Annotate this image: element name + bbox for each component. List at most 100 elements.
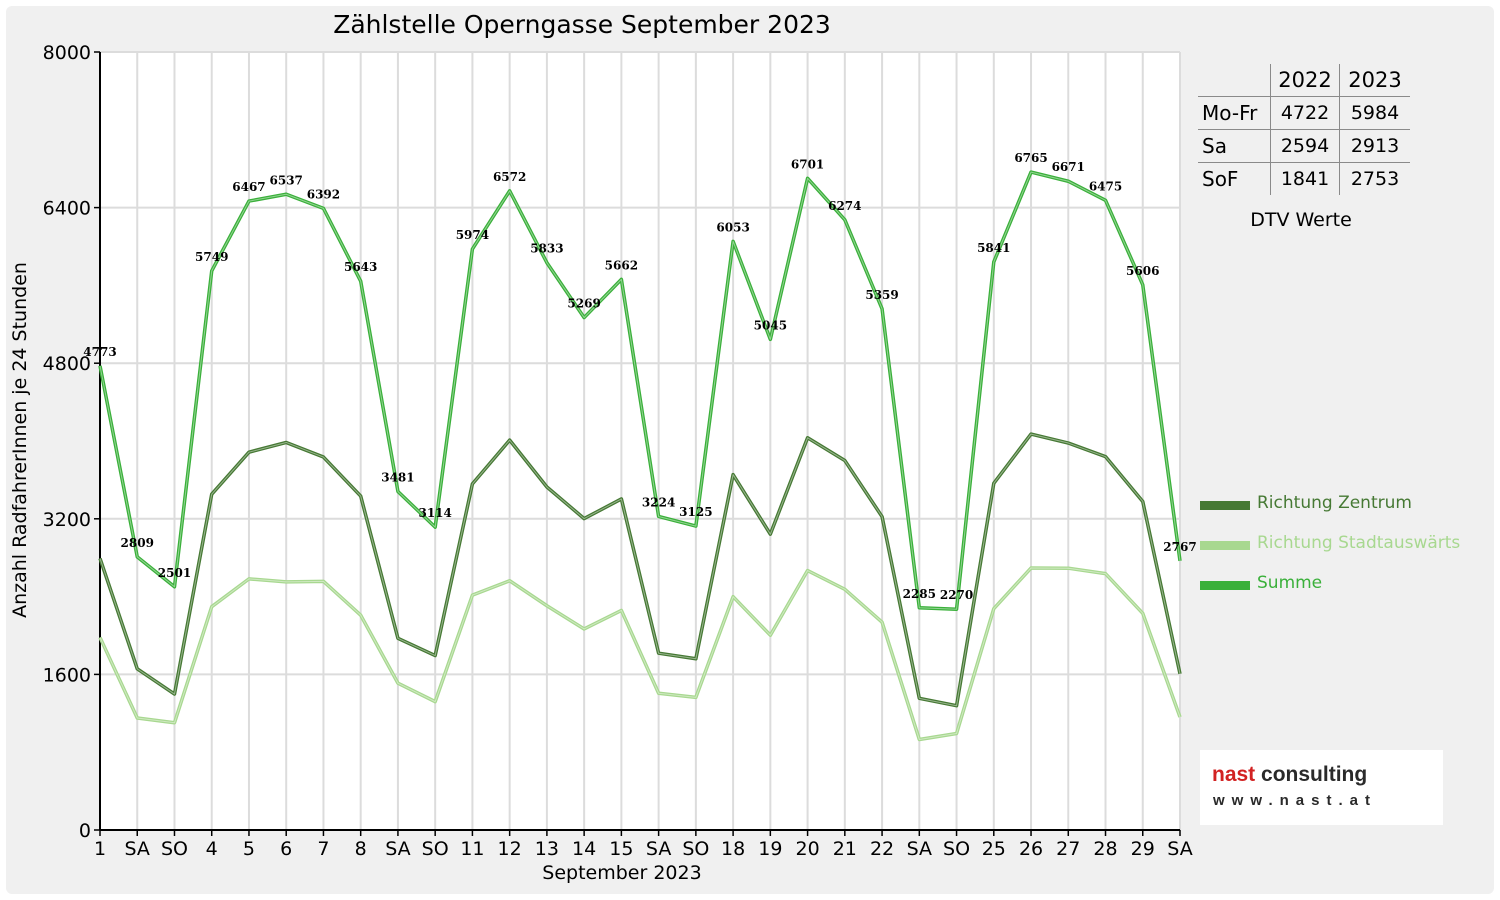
series-line-0 [98,432,1182,708]
x-tick-label: 27 [1056,838,1080,860]
plot-area [100,52,1180,830]
dtv-header-row: 2022 2023 [1198,64,1410,97]
data-label: 6053 [716,220,749,234]
data-label: 5045 [754,318,787,332]
x-tick-label: 21 [833,838,857,860]
data-label: 5643 [344,260,377,274]
x-tick-label: 12 [498,838,522,860]
dtv-row-mofr: Mo-Fr 4722 5984 [1198,96,1410,130]
data-label: 6765 [1014,151,1047,165]
logo-name: nast consulting [1212,763,1367,787]
y-tick-label: 0 [79,820,91,842]
data-label: 6671 [1052,160,1085,174]
y-tick-label: 6400 [43,198,91,220]
series-line-1 [98,566,1182,742]
x-tick-label: 5 [243,838,255,860]
data-label: 5606 [1126,264,1159,278]
logo-name-part1: nast [1212,763,1256,786]
legend-label-zentrum: Richtung Zentrum [1257,493,1412,513]
dtv-row-label: SoF [1198,162,1271,195]
x-tick-label: SA [907,838,932,860]
dtv-cell: 2913 [1339,129,1410,163]
dtv-row-sa: Sa 2594 2913 [1198,129,1410,163]
x-tick-label: 25 [982,838,1006,860]
x-tick-label: 26 [1019,838,1043,860]
data-label: 6701 [791,157,824,171]
data-label: 5974 [456,228,489,242]
dtv-table: 2022 2023 Mo-Fr 4722 5984 Sa 2594 2913 S… [1198,64,1410,195]
data-label: 2501 [158,566,191,580]
x-tick-label: 18 [721,838,745,860]
x-tick-label: SO [161,838,188,860]
data-label: 2285 [903,587,936,601]
data-label: 3125 [679,505,712,519]
x-axis-label: September 2023 [542,862,702,884]
data-label: 6475 [1089,179,1122,193]
x-tick-label: SA [646,838,671,860]
data-label: 6537 [270,173,303,187]
x-tick-label: 20 [795,838,819,860]
data-label: 2809 [121,536,154,550]
data-label: 5833 [530,242,563,256]
dtv-caption: DTV Werte [1250,209,1352,231]
legend-label-summe: Summe [1257,573,1323,593]
data-label: 5662 [605,258,638,272]
data-label: 5359 [865,288,898,302]
y-tick-label: 4800 [43,353,91,375]
x-tick-label: 19 [758,838,782,860]
nast-consulting-logo: nast consulting www.nast.at [1200,750,1443,825]
x-tick-label: 14 [572,838,596,860]
x-tick-label: SO [682,838,709,860]
x-tick-label: 4 [206,838,218,860]
x-tick-label: 15 [609,838,633,860]
x-tick-label: 28 [1093,838,1117,860]
data-label: 2270 [940,588,973,602]
legend-swatch-zentrum [1200,501,1250,510]
x-tick-label: 8 [355,838,367,860]
data-label: 4773 [83,345,116,359]
y-axis-label: Anzahl RadfahrerInnen je 24 Stunden [9,262,31,618]
x-tick-label: 7 [317,838,329,860]
series-line-highlight-1 [99,567,1181,740]
legend-label-stadtauswaerts: Richtung Stadtauswärts [1257,533,1461,553]
x-tick-label: 6 [280,838,292,860]
x-tick-label: SA [125,838,150,860]
x-tick-label: SO [943,838,970,860]
x-tick-label: SO [422,838,449,860]
dtv-cell: 4722 [1270,96,1340,130]
data-label: 2767 [1163,540,1196,554]
data-label: 3114 [418,506,451,520]
dtv-cell: 2594 [1270,129,1340,163]
data-label: 5749 [195,250,228,264]
x-tick-label: 11 [460,838,484,860]
data-label: 6274 [828,199,861,213]
y-tick-label: 1600 [43,664,91,686]
legend-swatch-summe [1200,581,1250,590]
dtv-cell: 1841 [1270,162,1340,195]
x-tick-label: 22 [870,838,894,860]
y-tick-label: 3200 [43,509,91,531]
data-label: 3481 [381,470,414,484]
data-label: 6572 [493,170,526,184]
x-tick-label: SA [385,838,410,860]
dtv-row-label: Mo-Fr [1198,96,1271,130]
data-label: 6467 [232,180,265,194]
chart-title: Zählstelle Operngasse September 2023 [333,10,831,39]
dtv-row-sof: SoF 1841 2753 [1198,162,1410,195]
x-tick-label: 29 [1131,838,1155,860]
x-tick-label: 13 [535,838,559,860]
dtv-header-2022: 2022 [1270,64,1340,97]
x-tick-label: 1 [94,838,106,860]
dtv-header-empty [1198,64,1271,97]
y-tick-label: 8000 [43,42,91,64]
data-label: 5269 [567,297,600,311]
x-tick-label: SA [1167,838,1192,860]
dtv-header-2023: 2023 [1339,64,1410,97]
series-line-highlight-2 [99,171,1181,610]
dtv-cell: 5984 [1339,96,1410,130]
data-label: 6392 [307,187,340,201]
dtv-row-label: Sa [1198,129,1271,163]
data-label: 5841 [977,241,1010,255]
legend-swatch-stadtauswaerts [1200,541,1250,550]
logo-url: www.nast.at [1213,792,1377,809]
